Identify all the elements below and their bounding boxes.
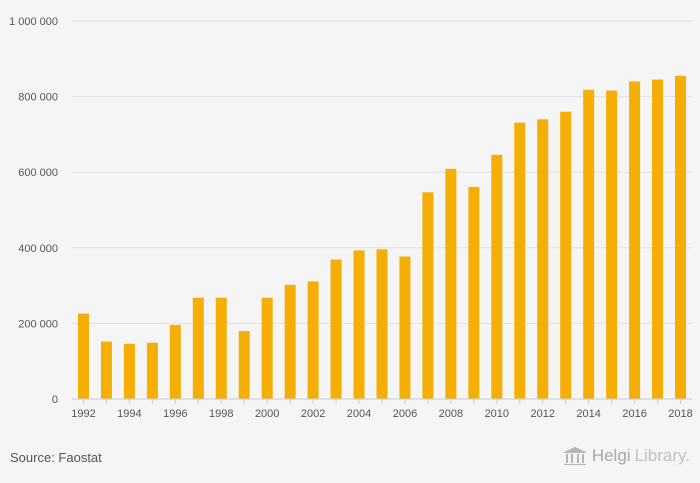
bar-2004 — [353, 250, 365, 399]
y-tick-label: 600 000 — [18, 167, 58, 179]
x-tick-label: 2012 — [530, 408, 554, 420]
x-tick-label: 2008 — [439, 408, 463, 420]
x-tick-label: 1994 — [117, 408, 141, 420]
bar-1997 — [192, 297, 204, 399]
bar-1993 — [100, 341, 112, 399]
bar-2016 — [629, 81, 641, 399]
bar-2009 — [468, 186, 480, 399]
x-tick-label: 1996 — [163, 408, 187, 420]
bars — [77, 75, 687, 400]
bar-2010 — [491, 154, 503, 399]
bar-2001 — [284, 284, 296, 399]
x-tick-label: 2014 — [576, 408, 600, 420]
x-tick-label: 1998 — [209, 408, 233, 420]
bar-1999 — [238, 330, 250, 399]
y-tick-label: 800 000 — [18, 92, 58, 104]
brand-name-part1: Helgi — [591, 446, 631, 465]
bar-2008 — [445, 168, 457, 399]
x-tick-label: 2000 — [255, 408, 279, 420]
source-note: Source: Faostat — [10, 450, 102, 465]
bar-1998 — [215, 297, 227, 399]
x-tick-label: 2010 — [485, 408, 509, 420]
bar-2011 — [514, 122, 526, 399]
bar-2000 — [261, 297, 273, 399]
bar-1992 — [77, 313, 89, 399]
bar-2006 — [399, 256, 411, 399]
x-tick-label: 1992 — [71, 408, 95, 420]
bar-2002 — [307, 281, 319, 399]
bar-1996 — [169, 324, 181, 399]
library-building-icon — [563, 447, 586, 465]
x-tick-label: 2006 — [393, 408, 417, 420]
bar-2012 — [537, 119, 549, 399]
bar-2017 — [652, 79, 664, 399]
bar-2014 — [583, 89, 595, 400]
bar-2013 — [560, 111, 572, 399]
bar-1995 — [146, 342, 158, 399]
x-axis-ticks: 1992 1994 1996 1998 2000 2002 2004 2006 2008 2010… — [71, 399, 693, 420]
bar-2007 — [422, 192, 434, 399]
y-axis-ticks: 0 200 000 400 000 600 000 800 000 1 000 000 — [9, 16, 58, 406]
helgi-library-logo: Helgi Library. — [562, 446, 690, 466]
bar-chart: 0 200 000 400 000 600 000 800 000 1 000 000 1… — [9, 16, 693, 420]
y-tick-label: 1 000 000 — [9, 16, 58, 28]
bar-2015 — [606, 90, 618, 399]
y-tick-label: 400 000 — [18, 243, 58, 255]
y-tick-label: 200 000 — [18, 318, 58, 330]
x-tick-label: 2016 — [622, 408, 646, 420]
x-tick-label: 2004 — [347, 408, 371, 420]
bar-2003 — [330, 259, 342, 399]
y-tick-label: 0 — [52, 394, 58, 406]
brand-name-part2: Library. — [634, 446, 690, 465]
bar-2005 — [376, 249, 388, 399]
bar-1994 — [123, 343, 135, 399]
x-tick-label: 2018 — [668, 408, 692, 420]
x-tick-label: 2002 — [301, 408, 325, 420]
bar-2018 — [675, 75, 687, 399]
